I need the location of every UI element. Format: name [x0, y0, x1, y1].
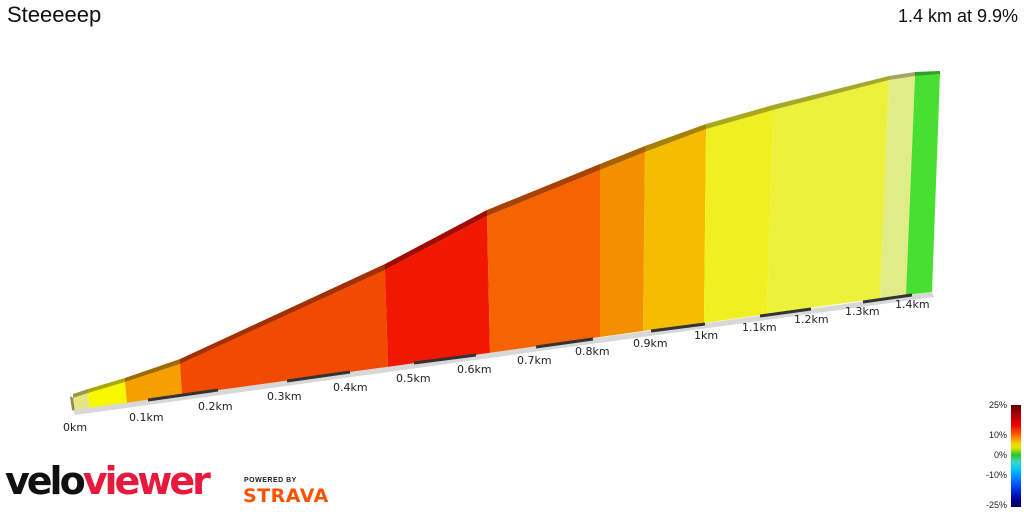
legend-label: 25%	[988, 400, 1007, 410]
top-edge	[73, 71, 940, 398]
distance-baseline	[73, 292, 934, 415]
start-face	[70, 396, 75, 412]
x-axis-ticks: 0km 0.1km 0.2km 0.3km 0.4km 0.5km 0.6km …	[63, 298, 930, 434]
gradient-segments	[73, 74, 940, 410]
gradient-color-legend: 25% 10% 0% -10% -25%	[960, 398, 1024, 510]
segment-summary: 1.4 km at 9.9%	[897, 6, 1018, 26]
segment-2	[125, 364, 182, 403]
svg-text:0.1km: 0.1km	[129, 411, 164, 424]
svg-text:1km: 1km	[694, 329, 718, 342]
svg-text:0.9km: 0.9km	[633, 337, 668, 350]
svg-text:1.2km: 1.2km	[794, 313, 829, 326]
segment-11	[906, 74, 940, 295]
svg-text:0.5km: 0.5km	[396, 372, 431, 385]
segment-6	[600, 152, 645, 337]
svg-text:0.7km: 0.7km	[517, 354, 552, 367]
segment-title: Steeeeep	[7, 2, 102, 27]
svg-text:0.4km: 0.4km	[333, 381, 368, 394]
legend-label: 0%	[993, 450, 1007, 460]
segment-8	[704, 110, 773, 323]
segment-9	[767, 80, 889, 314]
svg-text:0.8km: 0.8km	[575, 345, 610, 358]
powered-by-label: POWERED BY	[244, 477, 297, 484]
svg-text:1.3km: 1.3km	[845, 305, 880, 318]
logo-velo: velo	[5, 459, 86, 503]
segment-10	[880, 76, 915, 298]
veloviewer-logo[interactable]: veloviewer	[5, 459, 211, 503]
segment-1	[88, 382, 127, 408]
legend-label: 10%	[988, 430, 1007, 440]
segment-3	[180, 270, 388, 395]
segment-7	[643, 129, 706, 331]
svg-text:0.3km: 0.3km	[267, 390, 302, 403]
svg-text:0km: 0km	[63, 421, 87, 434]
logo-viewer: viewer	[82, 459, 211, 503]
legend-label: -25%	[985, 500, 1007, 510]
svg-text:0.6km: 0.6km	[457, 363, 492, 376]
segment-4	[385, 216, 490, 368]
segment-0	[73, 393, 90, 410]
segment-5	[487, 170, 600, 353]
strava-logo[interactable]: STRAVA	[243, 485, 329, 507]
gradient-color-bar	[1011, 405, 1021, 507]
svg-text:0.2km: 0.2km	[198, 400, 233, 413]
svg-text:1.1km: 1.1km	[742, 321, 777, 334]
svg-text:1.4km: 1.4km	[895, 298, 930, 311]
legend-label: -10%	[985, 470, 1007, 480]
